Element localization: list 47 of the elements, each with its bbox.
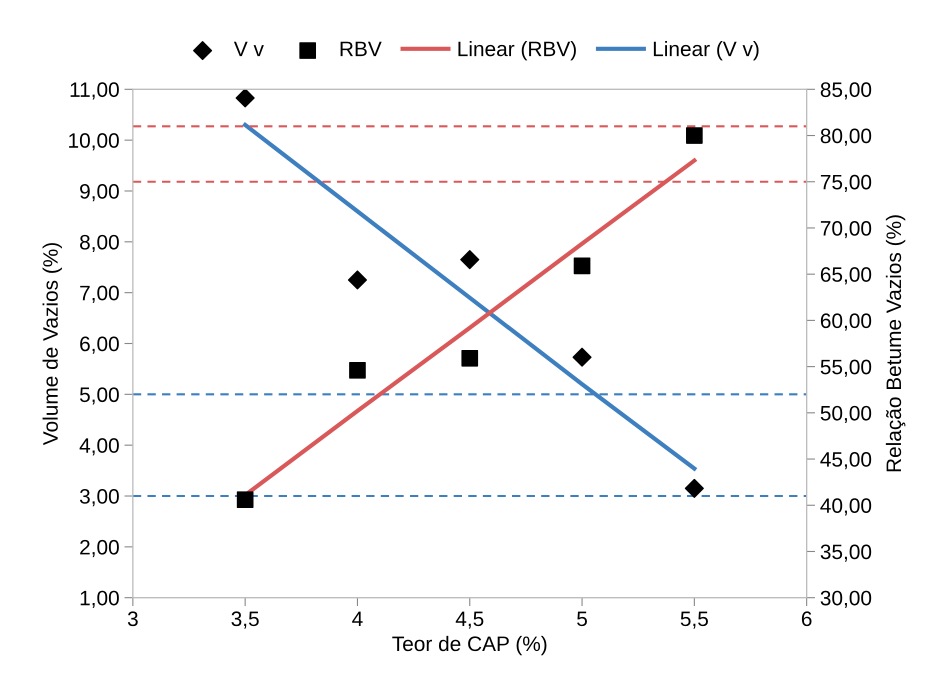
y2-tick-label: 80,00 (820, 128, 872, 146)
point (348, 270, 367, 290)
y-axis-title: Volume de Vazios (%) (42, 243, 62, 446)
point (460, 250, 480, 270)
y-tick-label: 11,00 (70, 82, 119, 100)
y-tick-label: 3,00 (80, 489, 119, 506)
y2-tick-label: 30,00 (820, 590, 872, 608)
y-tick-label: 4,00 (80, 438, 119, 456)
y-tick-label: 5,00 (80, 387, 119, 405)
legend-label: Linear (V v) (654, 40, 759, 60)
x-tick-label: 5 (577, 612, 587, 626)
y-tick-label: 6,00 (80, 336, 119, 354)
legend-label: Linear (RBV) (458, 40, 576, 60)
legend-label: V v (234, 42, 264, 56)
y2-axis-title: Relação Betume Vazios (%) (886, 215, 906, 472)
y2-tick-label: 70,00 (820, 220, 872, 238)
y2-tick-label: 45,00 (820, 452, 872, 470)
point (461, 350, 478, 367)
point (686, 127, 703, 144)
legend-label: RBV (340, 42, 382, 56)
x-tick-label: 3 (128, 611, 138, 626)
point (349, 362, 366, 379)
y-tick-label: 10,00 (69, 133, 119, 150)
point (572, 348, 592, 367)
x-tick-label: 3,5 (231, 611, 259, 629)
y-tick-label: 7,00 (80, 286, 119, 303)
x-tick-label: 4,5 (456, 612, 484, 629)
point (236, 491, 254, 508)
x-tick-label: 5,5 (680, 612, 708, 629)
y-tick-label: 9,00 (80, 184, 119, 202)
x-tick-label: 4 (352, 612, 363, 626)
x-axis-title: Teor de CAP (%) (392, 636, 546, 656)
y-tick-label: 1,00 (80, 590, 119, 608)
x-tick-label: 6 (802, 611, 812, 626)
y-tick-label: 8,00 (80, 234, 119, 252)
y2-tick-label: 35,00 (820, 544, 872, 562)
y2-tick-label: 60,00 (820, 313, 872, 331)
y2-tick-label: 75,00 (820, 174, 872, 192)
y2-tick-label: 55,00 (820, 360, 872, 377)
point (236, 89, 255, 108)
y2-tick-label: 50,00 (820, 406, 872, 424)
point (574, 258, 590, 274)
y2-tick-label: 65,00 (820, 267, 872, 284)
y2-tick-label: 85,00 (820, 82, 872, 100)
point (684, 478, 704, 498)
y2-tick-label: 40,00 (820, 498, 872, 516)
y-tick-label: 2,00 (80, 540, 119, 558)
